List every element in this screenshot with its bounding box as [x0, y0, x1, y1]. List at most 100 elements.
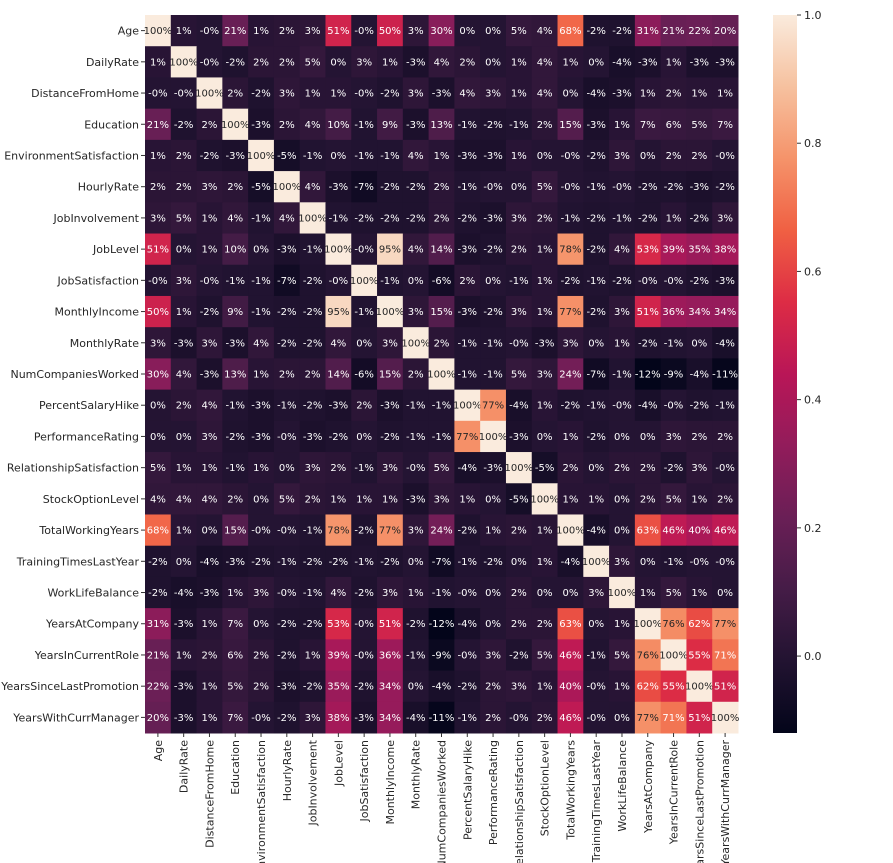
cell-value-label: -2%: [586, 307, 605, 318]
cell-value-label: 3%: [202, 338, 218, 349]
x-tick-label: JobSatisfaction: [358, 740, 371, 823]
cell-value-label: -0%: [664, 276, 683, 287]
cell-value-label: 63%: [637, 526, 659, 537]
heatmap-cell: [351, 545, 378, 578]
heatmap-cell: [273, 202, 301, 235]
cell-value-label: -7%: [354, 182, 373, 193]
cell-value-label: 53%: [327, 619, 349, 630]
heatmap-cell: [248, 295, 275, 328]
cell-value-label: 0%: [640, 151, 656, 162]
heatmap-cell: [531, 389, 559, 422]
heatmap-cell: [428, 452, 455, 484]
heatmap-cell: [325, 639, 352, 672]
cell-value-label: 39%: [662, 245, 684, 256]
cell-value-label: -3%: [251, 120, 270, 131]
cell-value-label: 4%: [305, 182, 321, 193]
cell-value-label: 3%: [614, 151, 630, 162]
heatmap-cell: [557, 420, 584, 453]
heatmap-cell: [609, 452, 636, 484]
cell-value-label: 2%: [717, 432, 733, 443]
heatmap-cell: [222, 295, 249, 328]
heatmap-cell: [454, 514, 481, 547]
cell-value-label: -2%: [354, 526, 373, 537]
cell-value-label: 62%: [637, 682, 659, 693]
heatmap-cell: [454, 264, 481, 297]
heatmap-cell: [660, 576, 687, 609]
heatmap-cell: [170, 77, 198, 110]
heatmap-cell: [480, 358, 507, 391]
heatmap-cell: [609, 576, 636, 609]
heatmap-cell: [402, 670, 430, 703]
heatmap-cell: [196, 77, 223, 110]
heatmap-cell: [325, 452, 352, 484]
cell-value-label: 1%: [537, 557, 553, 568]
heatmap-cell: [170, 639, 198, 672]
cell-value-label: 2%: [330, 463, 346, 474]
cell-value-label: 3%: [356, 57, 372, 68]
heatmap-cell: [402, 108, 430, 141]
heatmap-cell: [325, 77, 352, 110]
cell-value-label: 46%: [714, 526, 736, 537]
cell-value-label: -0%: [200, 26, 219, 37]
heatmap-cell: [222, 15, 249, 47]
heatmap-cell: [196, 327, 223, 359]
cell-value-label: 14%: [430, 245, 452, 256]
heatmap-cell: [273, 15, 301, 47]
cell-value-label: 1%: [150, 151, 166, 162]
cell-value-label: -2%: [174, 120, 193, 131]
cell-value-label: 2%: [511, 588, 527, 599]
heatmap-cell: [248, 608, 275, 640]
cell-value-label: 5%: [666, 494, 682, 505]
heatmap-cell: [609, 327, 636, 359]
heatmap-cell: [634, 514, 662, 547]
heatmap-cell: [248, 233, 275, 266]
heatmap-cell: [609, 46, 636, 78]
cell-value-label: -2%: [303, 557, 322, 568]
heatmap-cell: [505, 327, 533, 359]
cell-value-label: 77%: [714, 619, 736, 630]
heatmap-cell: [273, 46, 301, 78]
heatmap-cell: [273, 514, 301, 547]
cell-value-label: 1%: [459, 494, 475, 505]
cell-value-label: 3%: [511, 682, 527, 693]
cell-value-label: 1%: [614, 682, 630, 693]
cell-value-label: 1%: [176, 526, 192, 537]
cell-value-label: -3%: [329, 182, 348, 193]
heatmap-cell: [531, 576, 559, 609]
cell-value-label: -0%: [612, 401, 631, 412]
cell-value-label: -3%: [690, 182, 709, 193]
cell-value-label: -0%: [586, 713, 605, 724]
cell-value-label: -1%: [586, 401, 605, 412]
heatmap-cell: [583, 545, 610, 578]
heatmap-cell: [273, 171, 301, 203]
cell-value-label: -2%: [586, 151, 605, 162]
cell-value-label: 76%: [637, 650, 659, 661]
heatmap-cell: [480, 576, 507, 609]
cell-value-label: 0%: [640, 557, 656, 568]
heatmap-cell: [145, 576, 172, 609]
heatmap-cell: [299, 358, 326, 391]
cell-value-label: -2%: [380, 213, 399, 224]
heatmap-cell: [609, 202, 636, 235]
heatmap-cell: [686, 327, 713, 359]
heatmap-cell: [454, 15, 481, 47]
x-tick-label: TotalWorkingYears: [564, 740, 577, 841]
cell-value-label: -4%: [174, 588, 193, 599]
cell-value-label: -1%: [354, 120, 373, 131]
heatmap-cell: [634, 295, 662, 328]
heatmap-cell: [712, 233, 739, 266]
heatmap-cell: [634, 77, 662, 110]
cell-value-label: 4%: [202, 494, 218, 505]
cell-value-label: -2%: [586, 26, 605, 37]
heatmap-cell: [454, 46, 481, 78]
heatmap-cell: [454, 108, 481, 141]
heatmap-cell: [480, 452, 507, 484]
cell-value-label: 100%: [247, 151, 276, 162]
x-tick-label: YearsAtCompany: [642, 740, 655, 834]
heatmap-cell: [325, 139, 352, 172]
heatmap-cell: [145, 514, 172, 547]
heatmap-cell: [222, 202, 249, 235]
cell-value-label: 0%: [253, 494, 269, 505]
cell-value-label: 77%: [482, 401, 504, 412]
